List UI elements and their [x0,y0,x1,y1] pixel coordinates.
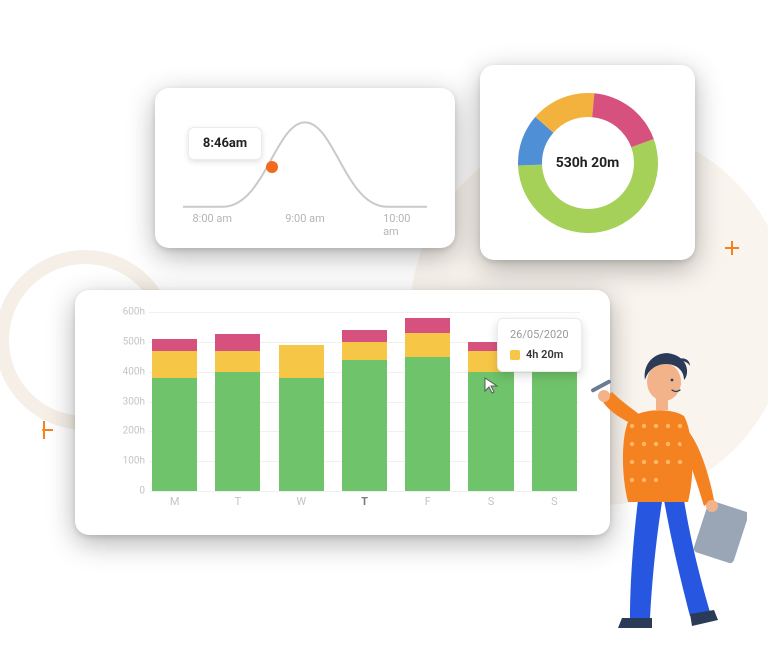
bar-xlabel: S [465,495,516,517]
timeline-xtick: 8:00 am [192,212,232,225]
bar-column [276,312,327,491]
timeline-xtick: 9:00 am [285,212,325,225]
bar-seg-yellow [215,351,260,372]
bar-seg-green [405,357,450,491]
bar-xlabel: M [149,495,200,517]
timeline-plot: 8:46am8:00 am9:00 am10:00 am [183,110,427,234]
bar-seg-yellow [279,345,324,378]
timeline-current-point [266,161,278,173]
bar-column [212,312,263,491]
sparkle-right-icon [725,241,739,255]
bar-seg-green [279,378,324,491]
bar-ylabel: 0 [105,486,145,497]
bar-stack [279,345,324,491]
bar-stack [342,330,387,491]
bar-tooltip-row: 4h 20m [510,347,569,363]
bar-gridline [149,491,580,492]
bar-stack [152,339,197,491]
bar-chart-card: 0 100h 200h 300h 400h 500h 600h MTWTFSS 26/05/20… [75,290,610,535]
bar-column [339,312,390,491]
bar-stack [405,318,450,491]
bar-tooltip-value: 4h 20m [526,347,563,363]
bar-tooltip-date: 26/05/2020 [510,327,569,343]
timeline-card: 8:46am 8:00 am 9:00 am 10:00 am [155,88,455,248]
bar-seg-green [215,372,260,491]
bar-seg-pink [152,339,197,351]
bar-stack [215,334,260,491]
person-illustration [572,330,747,630]
bar-seg-yellow [152,351,197,378]
bar-ylabel: 300h [105,396,145,407]
bar-ylabel: 200h [105,426,145,437]
bar-ylabel: 600h [105,307,145,318]
sparkle-left-icon [35,421,53,439]
bar-xaxis: MTWTFSS [149,495,580,517]
bar-chart: 0100h200h300h400h500h600hMTWTFSS26/05/20… [105,312,580,517]
donut-card: 530h 20m [480,65,695,260]
bar-xlabel: T [339,495,390,517]
timeline-xticks: 8:00 am9:00 am10:00 am [183,212,427,230]
donut-chart: 530h 20m [518,93,658,233]
donut-center-label: 530h 20m [556,155,620,171]
bar-tooltip-swatch [510,350,520,360]
bar-seg-green [532,372,577,491]
bar-seg-yellow [405,333,450,357]
bar-column [402,312,453,491]
bar-xlabel: W [276,495,327,517]
bar-ylabel: 400h [105,366,145,377]
bar-seg-green [342,360,387,491]
bar-ylabel: 500h [105,336,145,347]
bar-ylabel: 100h [105,456,145,467]
bar-seg-pink [405,318,450,333]
bar-seg-pink [342,330,387,342]
bar-seg-green [152,378,197,491]
bar-xlabel: F [402,495,453,517]
timeline-xtick: 10:00 am [383,212,412,238]
bar-seg-yellow [342,342,387,360]
bar-tooltip: 26/05/2020 4h 20m [497,318,582,372]
bar-column [149,312,200,491]
donut-center: 530h 20m [518,93,658,233]
cursor-icon [483,376,501,394]
timeline-time-badge: 8:46am [188,127,262,160]
bar-xlabel: T [212,495,263,517]
bar-seg-pink [215,334,260,350]
